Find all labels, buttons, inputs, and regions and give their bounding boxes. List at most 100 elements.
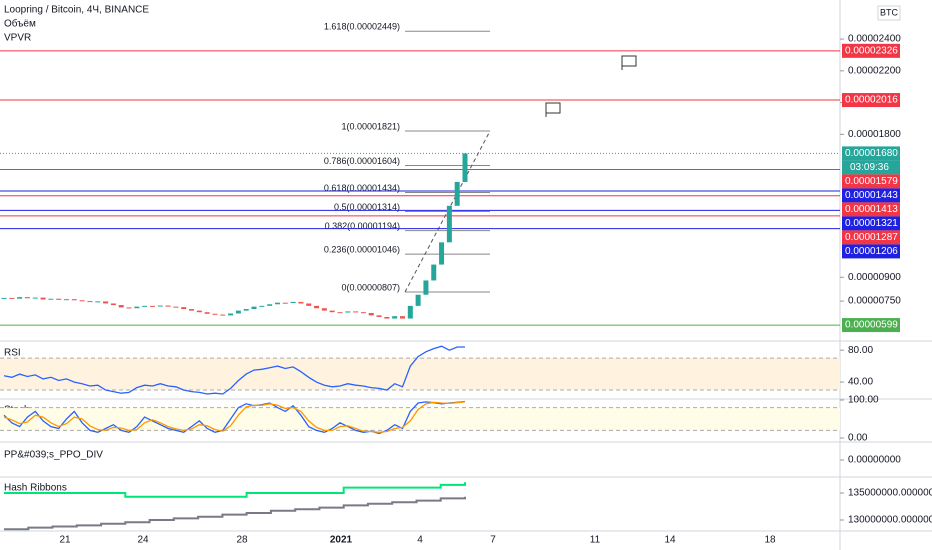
candle bbox=[9, 297, 15, 299]
candle bbox=[71, 299, 77, 301]
price-label-box bbox=[842, 318, 900, 333]
candle bbox=[384, 316, 390, 319]
series-line bbox=[4, 482, 466, 498]
candle bbox=[126, 307, 132, 309]
candle bbox=[274, 302, 280, 305]
candle bbox=[415, 294, 421, 306]
x-tick-label: 7 bbox=[490, 535, 496, 546]
countdown: 03:09:36 bbox=[850, 162, 889, 173]
y-tick-label: 130000000.00000000 bbox=[848, 515, 932, 526]
y-tick-label: 0.00 bbox=[848, 433, 868, 444]
candle bbox=[95, 301, 101, 303]
candle bbox=[87, 301, 93, 303]
fib-label: 1(0.00001821) bbox=[341, 121, 400, 131]
candle bbox=[149, 305, 155, 307]
candle bbox=[376, 315, 382, 317]
price-label: 0.00001321 bbox=[845, 218, 898, 229]
price-label-box bbox=[842, 216, 900, 231]
price-label: 0.00001206 bbox=[845, 246, 898, 257]
candle bbox=[103, 301, 109, 304]
fib-label: 0.382(0.00001194) bbox=[325, 221, 400, 231]
candle bbox=[267, 304, 273, 306]
candle bbox=[48, 298, 54, 300]
candle bbox=[110, 303, 116, 306]
candle bbox=[454, 181, 460, 206]
y-tick-label: 0.00000750 bbox=[848, 296, 901, 307]
candle bbox=[282, 302, 288, 304]
price-label: 0.00002326 bbox=[845, 45, 898, 56]
indicator: VPVR bbox=[4, 33, 31, 44]
candle bbox=[142, 305, 148, 307]
candle bbox=[32, 297, 38, 299]
price-label-box bbox=[842, 202, 900, 217]
candle bbox=[446, 205, 452, 243]
candle bbox=[157, 305, 163, 307]
candle bbox=[345, 311, 351, 313]
candle bbox=[1, 297, 7, 299]
flags bbox=[545, 55, 637, 117]
candle bbox=[314, 305, 320, 309]
x-tick-label: 21 bbox=[59, 535, 71, 546]
candle bbox=[423, 280, 429, 295]
price-label: 0.00002016 bbox=[845, 95, 898, 106]
y-tick-label: 0.00001800 bbox=[848, 129, 901, 140]
fib-label: 0(0.00000807) bbox=[341, 282, 400, 292]
candle bbox=[360, 312, 366, 314]
price-label-box bbox=[842, 174, 900, 189]
price-label: 0.00001287 bbox=[845, 232, 898, 243]
candle bbox=[353, 311, 359, 313]
candle bbox=[259, 305, 265, 307]
candle bbox=[165, 305, 171, 307]
fib-label: 0.236(0.00001046) bbox=[324, 244, 400, 254]
band bbox=[0, 407, 840, 431]
x-tick-label: 18 bbox=[764, 535, 776, 546]
candle bbox=[24, 297, 30, 299]
candle bbox=[368, 313, 374, 316]
y-tick-label: 135000000.00000000 bbox=[848, 488, 932, 499]
candle bbox=[220, 314, 226, 316]
indicator: Объём bbox=[4, 18, 36, 30]
y-tick-label: 80.00 bbox=[848, 345, 873, 356]
pane-title: PP&#039;s_PPO_DIV bbox=[4, 450, 103, 461]
candle bbox=[17, 297, 23, 299]
y-tick-label: 0.00002400 bbox=[848, 34, 901, 45]
series-line bbox=[3, 401, 466, 433]
x-tick-label: 24 bbox=[137, 535, 149, 546]
candle bbox=[439, 242, 445, 265]
x-tick-label: 4 bbox=[417, 535, 423, 546]
candle bbox=[235, 310, 241, 314]
candle bbox=[290, 301, 296, 303]
candle bbox=[189, 309, 195, 311]
price-label: 0.00001443 bbox=[845, 190, 898, 201]
price-label-box bbox=[842, 230, 900, 245]
candle bbox=[243, 309, 249, 311]
price-label: 0.00001579 bbox=[845, 176, 898, 187]
candle bbox=[462, 153, 468, 182]
fib-label: 0.618(0.00001434) bbox=[324, 183, 400, 193]
currency-box[interactable] bbox=[877, 5, 901, 21]
series-line bbox=[4, 496, 466, 531]
candle bbox=[196, 310, 202, 313]
fib-label: 0.786(0.00001604) bbox=[324, 156, 400, 166]
x-tick-label: 11 bbox=[590, 535, 601, 546]
price-label-box bbox=[842, 93, 900, 108]
price-label-box bbox=[842, 188, 900, 203]
candle bbox=[298, 301, 304, 304]
price-label: 0.00000599 bbox=[845, 320, 898, 331]
title: Loopring / Bitcoin, 4Ч, BINANCE bbox=[4, 5, 149, 16]
series-line bbox=[3, 345, 465, 395]
y-tick-label: 0.00002200 bbox=[848, 65, 901, 76]
candle bbox=[399, 316, 405, 319]
series-line bbox=[3, 400, 466, 435]
pane-title: Hash Ribbons bbox=[4, 483, 67, 494]
currency[interactable]: BTC bbox=[880, 7, 899, 17]
x-tick-label: 28 bbox=[236, 535, 248, 546]
candle bbox=[321, 308, 327, 311]
candle bbox=[329, 310, 335, 313]
y-tick-label: 0.00000000 bbox=[848, 455, 901, 466]
candle bbox=[392, 316, 398, 319]
candle bbox=[56, 298, 62, 300]
candle bbox=[407, 305, 413, 319]
